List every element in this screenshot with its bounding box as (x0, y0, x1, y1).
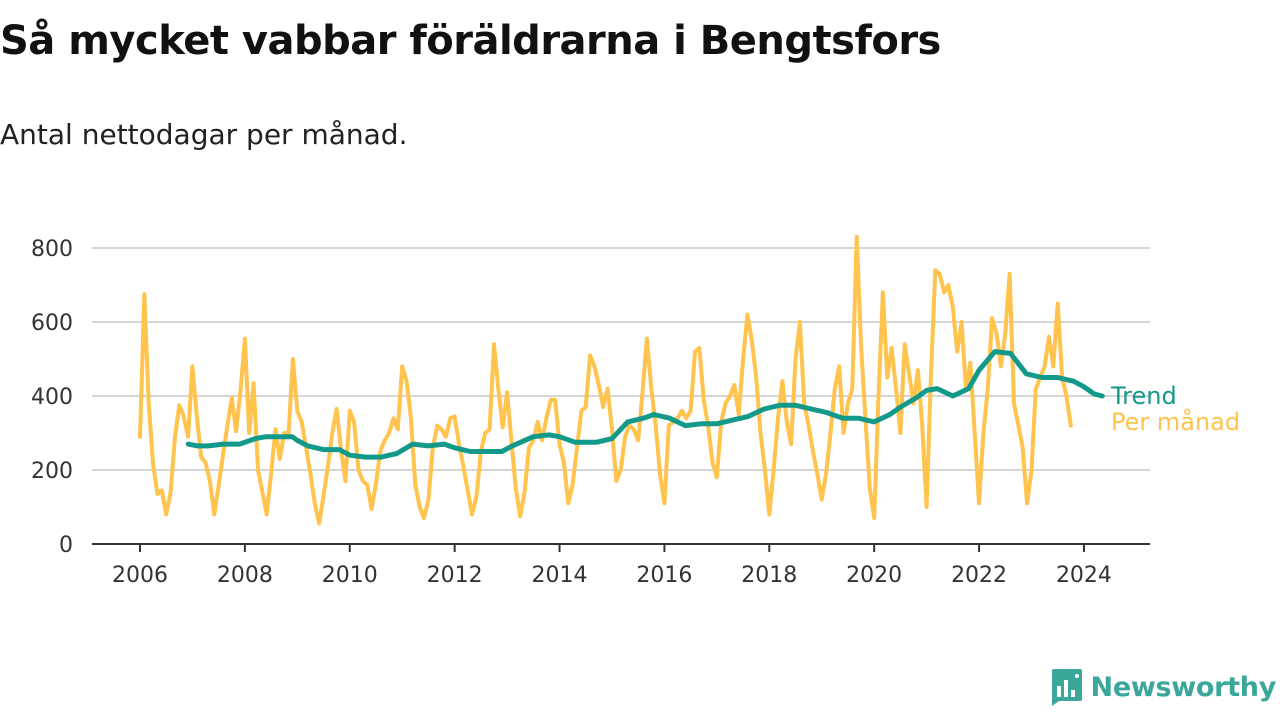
legend-label-trend: Trend (1110, 382, 1177, 410)
x-tick-label-2016: 2016 (636, 563, 692, 588)
bar-chart-logo-icon (1051, 669, 1082, 706)
x-tick-label-2018: 2018 (741, 563, 797, 588)
y-tick-label-0: 0 (59, 533, 73, 558)
x-tick-label-2010: 2010 (322, 563, 378, 588)
chart-title: Så mycket vabbar föräldrarna i Bengtsfor… (0, 18, 941, 64)
y-tick-label-800: 800 (31, 237, 73, 262)
series-line-trend (185, 349, 1105, 460)
x-tick-label-2020: 2020 (846, 563, 902, 588)
x-tick-label-2014: 2014 (532, 563, 588, 588)
y-tick-label-400: 400 (31, 385, 73, 410)
x-tick-label-2024: 2024 (1056, 563, 1112, 588)
series-line-per-manad (138, 234, 1073, 526)
x-axis: 2006 2008 2010 2012 2014 2016 2018 2020 2022 2024 (92, 543, 1150, 588)
x-tick-label-2012: 2012 (427, 563, 483, 588)
newsworthy-logo: Newsworthy (1049, 668, 1276, 706)
legend-label-per-manad: Per månad (1111, 407, 1240, 436)
chart-subtitle: Antal nettodagar per månad. (0, 118, 408, 151)
x-tick-label-2008: 2008 (217, 563, 273, 588)
y-axis-ticks: 0 200 400 600 800 (31, 237, 73, 558)
x-tick-label-2006: 2006 (112, 563, 168, 588)
x-tick-label-2022: 2022 (951, 563, 1007, 588)
y-tick-label-600: 600 (31, 311, 73, 336)
series-lines (138, 234, 1105, 526)
brand-name: Newsworthy (1090, 671, 1277, 703)
y-tick-label-200: 200 (31, 459, 73, 484)
